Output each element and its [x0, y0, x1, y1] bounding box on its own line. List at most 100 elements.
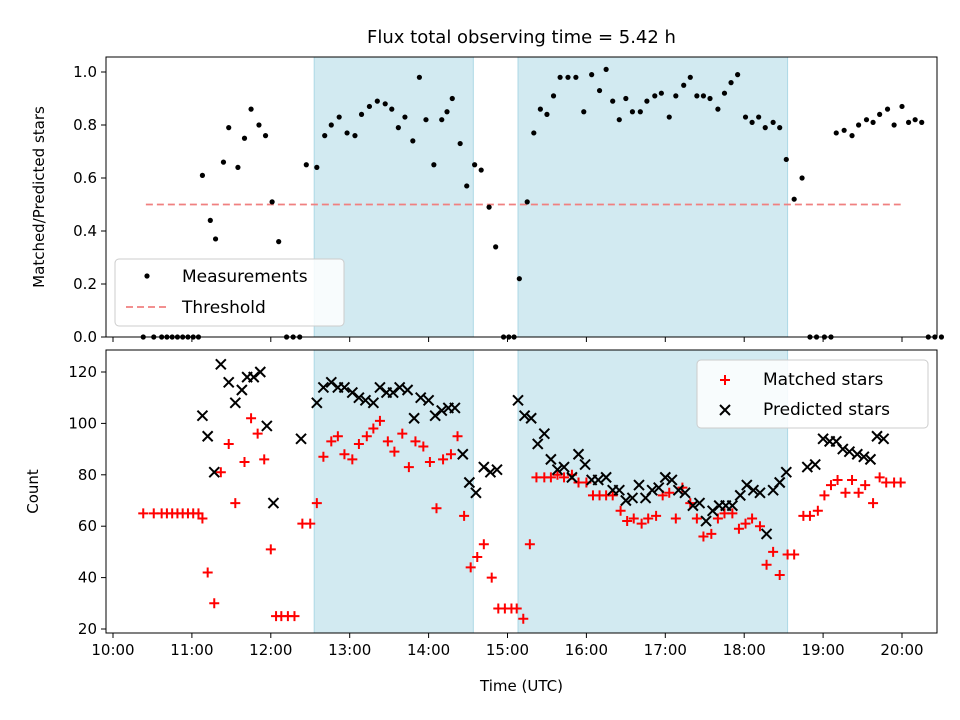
predicted-star-point: [613, 484, 625, 496]
measurement-point: [303, 162, 309, 168]
x-tick-label: 20:00: [880, 641, 923, 659]
measurement-point: [212, 236, 219, 242]
matched-star-point: [853, 487, 864, 498]
measurement-point: [623, 95, 629, 102]
measurement-point: [557, 74, 563, 80]
measurement-point: [877, 111, 883, 117]
predicted-star-point: [653, 481, 665, 494]
matched-star-point: [318, 451, 329, 462]
predicted-star-point: [551, 463, 564, 476]
measurement-point: [742, 114, 749, 120]
bottom-x-ticks: 10:00 11:00 12:00 13:00 14:00 15:00 16:00 17:00…: [91, 633, 924, 659]
predicted-star-point: [773, 476, 786, 489]
predicted-star-point: [666, 474, 678, 486]
matched-star-point: [860, 480, 871, 491]
predicted-star-point: [484, 466, 497, 478]
matched-star-point: [193, 508, 204, 519]
measurement-point: [938, 334, 945, 340]
matched-star-point: [832, 474, 843, 485]
matched-star-point: [698, 531, 709, 542]
measurement-point: [673, 93, 679, 99]
predicted-star-point: [871, 430, 883, 442]
predicted-star-point: [579, 458, 591, 471]
matched-star-point: [895, 477, 906, 488]
y-tick-label: 0.4: [73, 222, 97, 240]
predicted-star-point: [295, 433, 307, 445]
measurement-point: [248, 106, 254, 112]
measurement-point: [389, 106, 395, 112]
measurement-point: [658, 90, 664, 96]
x-tick-label: 13:00: [328, 641, 371, 659]
matched-star-point: [628, 513, 639, 524]
matched-star-point: [368, 423, 379, 434]
measurement-point: [366, 103, 373, 110]
observing-window-span: [517, 56, 789, 338]
predicted-star-point: [463, 476, 476, 489]
predicted-star-point: [422, 394, 435, 406]
measurement-point: [912, 117, 918, 123]
measurement-point: [269, 199, 275, 205]
measurement-point: [735, 72, 741, 78]
matched-star-point: [397, 428, 408, 439]
bottom-axes-frame: [105, 349, 938, 634]
predicted-star-point: [525, 412, 537, 424]
measurement-point: [220, 159, 227, 165]
measurement-point: [644, 98, 650, 104]
matched-star-point: [311, 498, 322, 509]
matched-star-point: [552, 469, 563, 480]
predicted-star-point: [401, 384, 414, 396]
predicted-star-point: [457, 448, 469, 460]
matched-star-point: [740, 518, 751, 529]
measurement-point: [352, 133, 358, 139]
measurement-point: [700, 93, 707, 99]
y-tick-label: 0.8: [73, 116, 97, 134]
measurement-point: [777, 125, 783, 131]
predicted-star-point: [659, 471, 672, 484]
matched-star-point: [445, 449, 456, 460]
predicted-star-point: [851, 448, 863, 460]
measurement-point: [749, 119, 755, 125]
measurement-point: [596, 87, 603, 94]
matched-star-point: [382, 436, 393, 447]
y-tick-label: 60: [78, 517, 97, 535]
predicted-star-point: [415, 391, 427, 404]
measurement-point: [444, 109, 450, 115]
predicted-star-point: [545, 453, 557, 466]
predicted-star-point: [449, 402, 461, 414]
top-panel: 0.0 0.2 0.4 0.6 0.8 1.0 Flux total observing …: [30, 27, 945, 346]
matched-star-point: [389, 446, 400, 457]
matched-star-point: [825, 480, 836, 491]
measurement-point: [328, 122, 334, 128]
measurement-point: [235, 164, 241, 170]
measurement-point: [783, 156, 789, 163]
matched-star-point: [438, 454, 449, 465]
measurement-point: [833, 130, 839, 136]
predicted-star-point: [491, 463, 503, 476]
predicted-star-point: [247, 371, 260, 383]
matched-star-point: [239, 456, 250, 467]
legend-marker-matched: [720, 375, 730, 385]
top-y-axis-label: Matched/Predicted stars: [30, 106, 48, 288]
predicted-star-point: [229, 397, 242, 409]
measurement-point: [256, 122, 262, 128]
predicted-star-point: [311, 397, 323, 409]
matched-star-point: [197, 513, 208, 524]
x-tick-label: 17:00: [644, 641, 687, 659]
chart-title: Flux total observing time = 5.42 h: [367, 27, 676, 48]
measurement-point: [637, 109, 643, 115]
bottom-panel: 20 40 60 80 100 120 10:00 11:00 12:00 13:00 14:00…: [24, 349, 938, 695]
matched-star-point: [326, 436, 337, 447]
y-tick-label: 100: [68, 414, 97, 432]
matched-star-point: [452, 431, 463, 442]
matched-star-point: [727, 508, 738, 519]
predicted-star-point: [512, 394, 524, 406]
predicted-star-point: [374, 381, 386, 394]
measurement-point: [694, 93, 700, 99]
matched-star-point: [607, 490, 618, 501]
matched-star-point: [819, 490, 830, 501]
matched-star-point: [223, 438, 234, 449]
matched-star-point: [754, 521, 765, 532]
matched-star-point: [478, 539, 489, 550]
measurement-point: [464, 183, 470, 189]
